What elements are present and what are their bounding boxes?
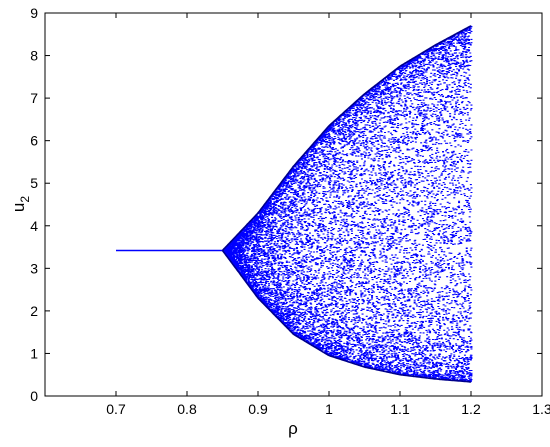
x-tick-label: 0.9 xyxy=(248,401,268,417)
tick-layer: 0.7 0.8 0.9 1 1.1 1.2 1.3 0 1 2 3 4 5 6 7 8 9 xyxy=(30,5,550,417)
svg-text:u2: u2 xyxy=(9,196,32,212)
y-tick-label: 9 xyxy=(30,5,38,21)
y-axis-label: u2 xyxy=(9,196,32,212)
y-tick-label: 1 xyxy=(30,345,38,361)
y-tick-label: 0 xyxy=(30,388,38,404)
y-tick-label: 5 xyxy=(30,175,38,191)
upper-envelope xyxy=(221,25,472,252)
y-tick-label: 3 xyxy=(30,260,38,276)
x-tick-label: 1.2 xyxy=(461,401,481,417)
lower-envelope xyxy=(221,250,472,383)
x-tick-label: 0.8 xyxy=(177,401,197,417)
data-layer xyxy=(116,25,473,383)
y-tick-label: 7 xyxy=(30,90,38,106)
y-axis-label-base: u xyxy=(9,203,28,212)
x-tick-label: 1.1 xyxy=(390,401,410,417)
x-axis-label: ρ xyxy=(288,419,298,438)
x-tick-label: 1.3 xyxy=(532,401,550,417)
y-tick-label: 8 xyxy=(30,48,38,64)
y-tick-label: 4 xyxy=(30,218,38,234)
y-tick-label: 2 xyxy=(30,303,38,319)
y-axis-label-subscript: 2 xyxy=(18,196,32,203)
plot-frame xyxy=(44,12,543,397)
x-tick-label: 0.7 xyxy=(106,401,126,417)
label-layer: ρ u2 xyxy=(9,196,298,438)
x-tick-label: 1 xyxy=(325,401,333,417)
y-tick-label: 6 xyxy=(30,133,38,149)
